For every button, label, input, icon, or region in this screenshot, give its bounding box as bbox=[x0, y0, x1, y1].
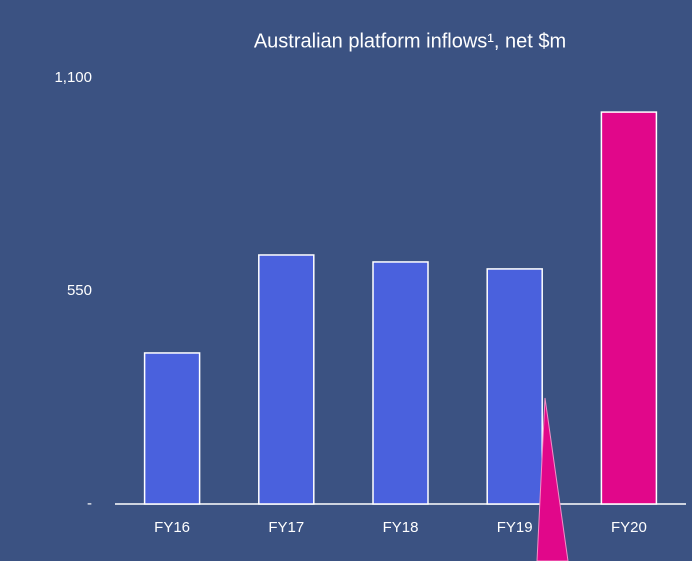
x-tick-label: FY18 bbox=[383, 519, 419, 536]
bar bbox=[258, 254, 315, 505]
y-tick-label: 1,100 bbox=[54, 69, 92, 86]
x-tick-label: FY16 bbox=[154, 519, 190, 536]
chart-title: Australian platform inflows¹, net $m bbox=[254, 30, 566, 52]
x-tick-label: FY19 bbox=[497, 519, 533, 536]
pointer-wedge bbox=[536, 397, 569, 561]
bar bbox=[143, 352, 201, 505]
y-tick-label: - bbox=[87, 495, 92, 512]
bar bbox=[486, 268, 543, 505]
x-tick-label: FY17 bbox=[268, 519, 304, 536]
y-tick-label: 550 bbox=[67, 282, 92, 299]
x-tick-label: FY20 bbox=[611, 519, 647, 536]
bar bbox=[372, 261, 429, 505]
bar bbox=[600, 111, 658, 505]
